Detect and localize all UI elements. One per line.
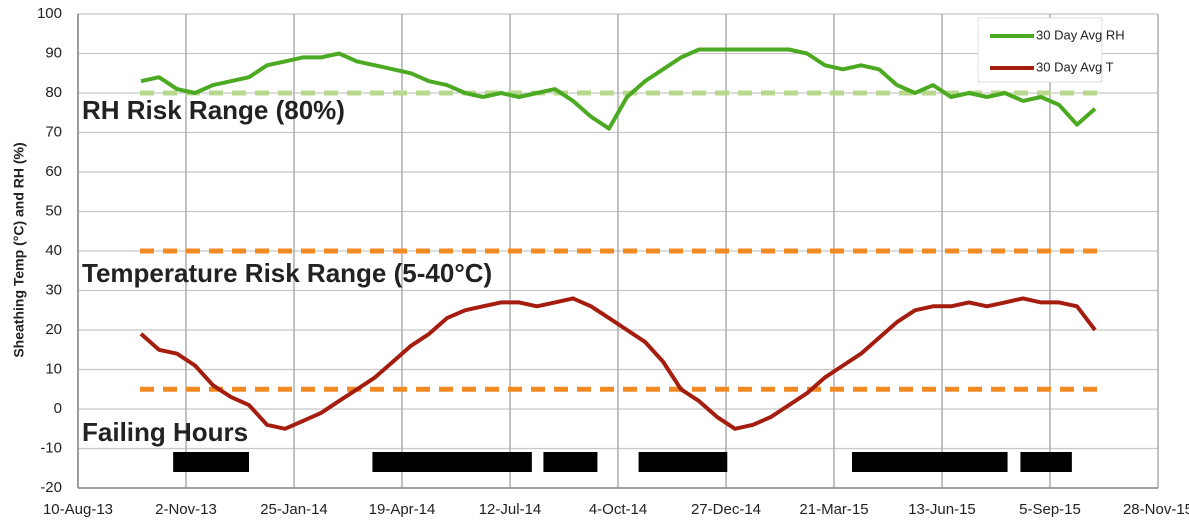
legend-box <box>977 17 1103 83</box>
y-axis-label: Sheathing Temp (°C) and RH (%) <box>11 142 27 357</box>
series-line <box>140 47 1097 131</box>
x-tick-label: 5-Sep-15 <box>1019 501 1081 518</box>
y-tick-label: 30 <box>45 281 62 298</box>
y-tick-label: 0 <box>54 400 62 417</box>
annotation: RH Risk Range (80%) <box>82 95 345 125</box>
legend-label: 30 Day Avg T <box>1036 59 1114 74</box>
x-tick-label: 21-Mar-15 <box>799 501 868 518</box>
y-tick-label: 80 <box>45 84 62 101</box>
legend-label: 30 Day Avg RH <box>1036 27 1125 42</box>
annotation: Failing Hours <box>82 417 248 447</box>
failing-bar <box>173 452 249 472</box>
y-tick-label: 100 <box>37 5 62 22</box>
failing-bar <box>372 452 532 472</box>
x-tick-label: 28-Nov-15 <box>1123 501 1189 518</box>
y-tick-label: 60 <box>45 163 62 180</box>
x-tick-label: 27-Dec-14 <box>691 501 761 518</box>
y-tick-label: -10 <box>40 439 62 456</box>
y-tick-label: 20 <box>45 321 62 338</box>
series-line <box>139 296 1097 431</box>
x-tick-label: 13-Jun-15 <box>908 501 976 518</box>
failing-bar <box>1020 452 1072 472</box>
x-tick-label: 19-Apr-14 <box>369 501 436 518</box>
failing-bar <box>638 452 728 472</box>
x-tick-label: 4-Oct-14 <box>589 501 647 518</box>
x-tick-label: 2-Nov-13 <box>155 501 217 518</box>
y-tick-label: 40 <box>45 242 62 259</box>
y-tick-label: 90 <box>45 44 62 61</box>
annotation: Temperature Risk Range (5-40°C) <box>82 258 492 288</box>
legend: 30 Day Avg RH 30 Day Avg T <box>977 17 1125 83</box>
y-tick-label: 70 <box>45 123 62 140</box>
y-tick-label: -20 <box>40 479 62 496</box>
failing-bar <box>543 452 598 472</box>
y-tick-label: 50 <box>45 202 62 219</box>
y-tick-label: 10 <box>45 360 62 377</box>
x-tick-label: 25-Jan-14 <box>260 501 328 518</box>
x-tick-label: 10-Aug-13 <box>43 501 113 518</box>
failing-bar <box>852 452 1008 472</box>
x-tick-label: 12-Jul-14 <box>479 501 542 518</box>
